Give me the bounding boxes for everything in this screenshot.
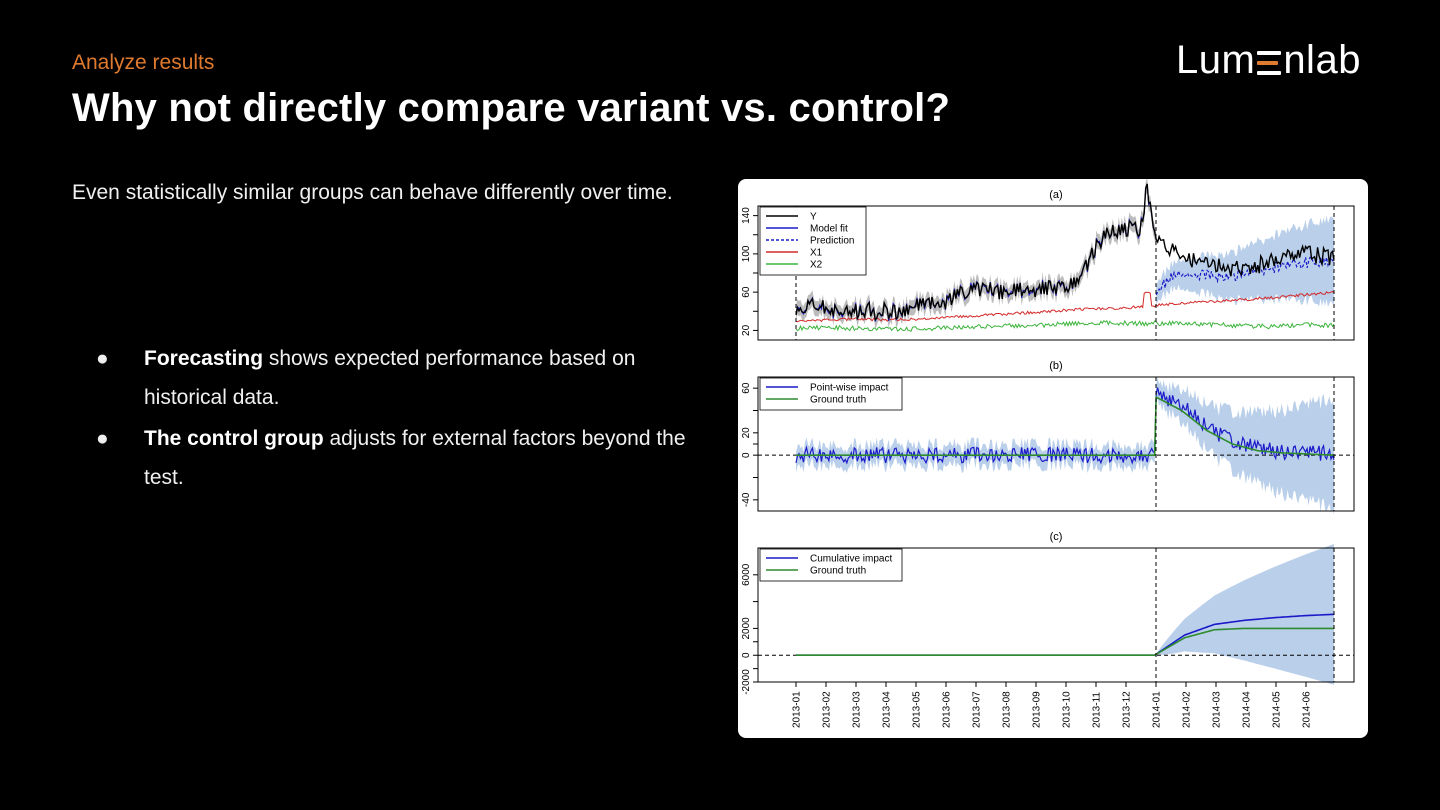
causal-impact-figure: (a) 20 60 100 140 Y Model fit Prediction X1 X2 (b)… bbox=[738, 179, 1368, 738]
series-ground-truth bbox=[796, 395, 1335, 456]
panel-frame bbox=[757, 547, 1355, 683]
panel-frame bbox=[757, 205, 1355, 341]
legend-label: X2 bbox=[810, 260, 823, 271]
pre-period-band bbox=[796, 179, 1157, 330]
legend-label: Cumulative impact bbox=[810, 554, 892, 565]
logo-e-mark-icon bbox=[1257, 50, 1282, 75]
bullet-bold: Forecasting bbox=[144, 347, 264, 370]
legend-label: X1 bbox=[810, 248, 823, 259]
x-tick-label: 2014-05 bbox=[1272, 691, 1283, 728]
y-tick-label: 100 bbox=[741, 245, 752, 262]
y-tick-label: 0 bbox=[741, 452, 752, 458]
x-tick-label: 2013-03 bbox=[852, 691, 863, 728]
x-tick-label: 2014-01 bbox=[1152, 691, 1163, 728]
x-tick-label: 2013-11 bbox=[1092, 692, 1103, 728]
x-tick-label: 2014-04 bbox=[1242, 691, 1253, 728]
x-tick-label: 2013-08 bbox=[1002, 691, 1013, 728]
legend-label: Ground truth bbox=[810, 395, 866, 406]
legend-label: Prediction bbox=[810, 236, 854, 247]
x-tick-label: 2013-12 bbox=[1122, 691, 1133, 728]
x-tick-label: 2013-05 bbox=[912, 691, 923, 728]
panel-title: (b) bbox=[1049, 360, 1062, 372]
y-tick-label: -40 bbox=[741, 492, 752, 507]
x-tick-label: 2013-02 bbox=[822, 691, 833, 728]
series-prediction bbox=[1155, 256, 1335, 296]
cumulative-band bbox=[1156, 543, 1334, 685]
page-title: Why not directly compare variant vs. con… bbox=[72, 86, 951, 130]
x-tick-label: 2013-07 bbox=[972, 691, 983, 728]
bullet-text: shows expected performance based on hist… bbox=[144, 347, 636, 409]
legend-box bbox=[759, 548, 903, 582]
x-tick-label: 2014-03 bbox=[1212, 691, 1223, 728]
legend-label: Model fit bbox=[810, 224, 848, 235]
panel-title: (a) bbox=[1049, 189, 1062, 201]
y-tick-label: 60 bbox=[741, 286, 752, 298]
y-tick-label: 6000 bbox=[741, 563, 752, 586]
x-tick-label: 2013-10 bbox=[1062, 691, 1073, 728]
y-tick-label: 60 bbox=[741, 382, 752, 394]
y-tick-label: 20 bbox=[741, 427, 752, 439]
y-tick-label: 20 bbox=[741, 324, 752, 336]
bullet-dot-icon: ● bbox=[96, 347, 109, 370]
impact-band bbox=[796, 377, 1334, 515]
y-tick-label: -2000 bbox=[741, 669, 752, 695]
panel-frame bbox=[757, 376, 1355, 512]
logo-text-left: Lum bbox=[1176, 38, 1256, 82]
series-ground-truth bbox=[796, 627, 1334, 656]
section-eyebrow: Analyze results bbox=[72, 51, 215, 74]
bullet-list: ● Forecasting shows expected performance … bbox=[96, 339, 706, 499]
series-x1 bbox=[795, 290, 1335, 323]
y-tick-label: 2000 bbox=[741, 617, 752, 640]
x-tick-label: 2013-01 bbox=[792, 691, 803, 728]
brand-logo: Lum nlab bbox=[1176, 38, 1361, 83]
legend-label: Ground truth bbox=[810, 566, 866, 577]
intro-text: Even statistically similar groups can be… bbox=[72, 181, 673, 204]
x-tick-label: 2013-09 bbox=[1032, 691, 1043, 728]
bullet-bold: The control group bbox=[144, 427, 324, 450]
panel-title: (c) bbox=[1050, 531, 1063, 543]
panel-3: (c) -2000 0 2000 6000 Cumulative impactGround… bbox=[741, 531, 1355, 695]
x-tick-label: 2013-06 bbox=[942, 691, 953, 728]
bullet-text: adjusts for external factors beyond the … bbox=[144, 427, 686, 489]
legend-label: Point-wise impact bbox=[810, 383, 889, 394]
bullet-item: ● Forecasting shows expected performance … bbox=[96, 339, 706, 417]
bullet-dot-icon: ● bbox=[96, 427, 109, 450]
series-x2 bbox=[795, 319, 1335, 332]
legend-label: Y bbox=[810, 212, 817, 223]
legend-box bbox=[759, 377, 903, 411]
y-tick-label: 0 bbox=[741, 652, 752, 658]
bullet-item: ● The control group adjusts for external … bbox=[96, 419, 706, 497]
y-tick-label: 140 bbox=[741, 207, 752, 224]
x-tick-label: 2014-06 bbox=[1302, 691, 1313, 728]
prediction-band bbox=[1156, 215, 1334, 308]
x-tick-label: 2014-02 bbox=[1182, 691, 1193, 728]
series-point-wise-impact bbox=[795, 387, 1335, 465]
x-tick-label: 2013-04 bbox=[882, 691, 893, 728]
series-y bbox=[795, 183, 1335, 322]
logo-text-right: nlab bbox=[1283, 38, 1361, 82]
